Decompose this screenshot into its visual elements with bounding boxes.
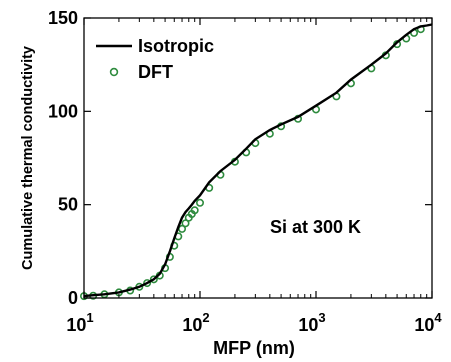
dft-point bbox=[190, 206, 199, 215]
legend: Isotropic DFT bbox=[96, 36, 214, 82]
dft-point bbox=[181, 219, 190, 228]
y-tick-label: 50 bbox=[58, 195, 78, 215]
isotropic-line bbox=[83, 23, 433, 298]
x-tick-label: 101 bbox=[66, 310, 93, 335]
y-tick-label: 0 bbox=[68, 288, 78, 308]
x-tick-label: 103 bbox=[298, 310, 325, 335]
x-tick-label: 102 bbox=[182, 310, 209, 335]
legend-dft-swatch bbox=[109, 67, 119, 77]
y-tick-label: 100 bbox=[48, 101, 78, 121]
y-axis-label: Cumulative thermal conductivity bbox=[20, 46, 36, 270]
x-axis-label: MFP (nm) bbox=[213, 338, 295, 358]
axis-ticks: 101 102 103 104 0 50 100 150 bbox=[48, 8, 442, 335]
dft-point bbox=[196, 198, 205, 207]
legend-dft-label: DFT bbox=[138, 62, 173, 82]
y-tick-label: 150 bbox=[48, 8, 78, 28]
legend-isotropic-label: Isotropic bbox=[138, 36, 214, 56]
plot-frame bbox=[83, 17, 433, 299]
dft-point bbox=[149, 275, 158, 284]
x-tick-label: 104 bbox=[414, 310, 442, 335]
plot-marks bbox=[80, 23, 433, 301]
dft-point bbox=[143, 279, 152, 288]
annotation-label: Si at 300 K bbox=[270, 217, 361, 237]
